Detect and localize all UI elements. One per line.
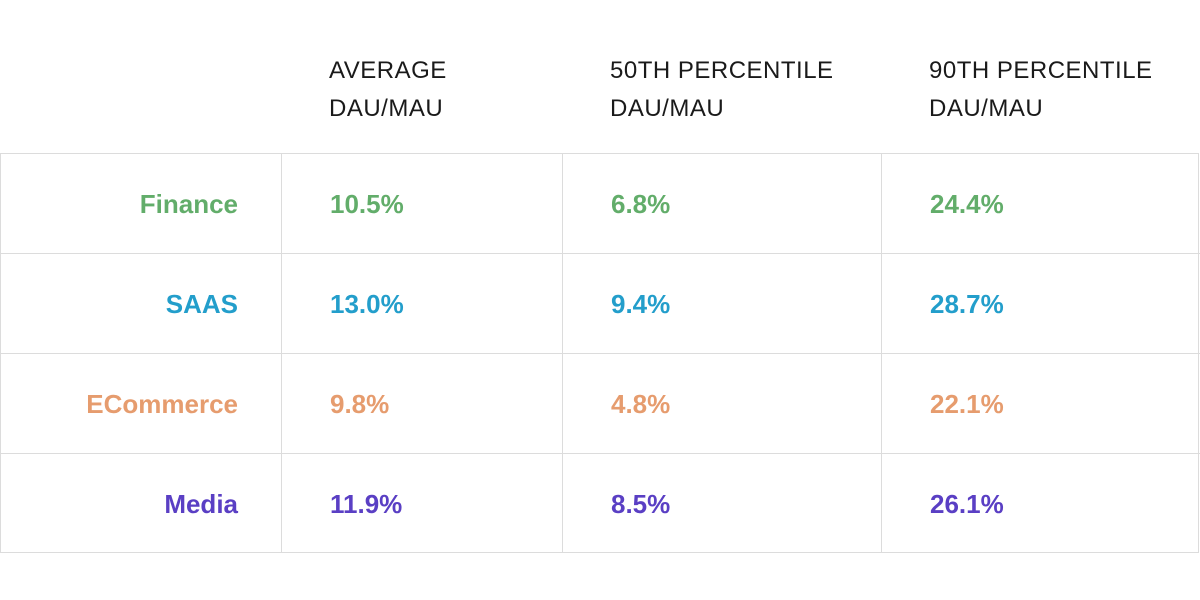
column-header-line: 90TH PERCENTILE: [929, 57, 1153, 84]
row-label: Media: [164, 489, 238, 519]
row-label: SAAS: [165, 289, 238, 319]
row-label: ECommerce: [86, 389, 238, 419]
table-row-finance: Finance 10.5% 6.8% 24.4%: [1, 154, 1200, 254]
cell-50th-percentile: 8.5%: [611, 489, 671, 519]
cell-90th-percentile: 22.1%: [930, 389, 1004, 419]
column-header-line: DAU/MAU: [929, 95, 1044, 122]
column-header-line: AVERAGE: [329, 57, 447, 84]
cell-50th-percentile: 4.8%: [611, 389, 671, 419]
cell-90th-percentile: 24.4%: [930, 189, 1004, 219]
column-header-line: 50TH PERCENTILE: [610, 57, 834, 84]
table-row-saas: SAAS 13.0% 9.4% 28.7%: [1, 254, 1200, 354]
table-row-media: Media 11.9% 8.5% 26.1%: [1, 454, 1200, 554]
cell-average: 11.9%: [330, 489, 403, 519]
row-label: Finance: [139, 189, 238, 219]
cell-90th-percentile: 28.7%: [930, 289, 1004, 319]
cell-average: 9.8%: [330, 389, 390, 419]
cell-50th-percentile: 6.8%: [611, 189, 671, 219]
cell-average: 10.5%: [330, 189, 404, 219]
column-header-50th-percentile: 50TH PERCENTILE DAU/MAU: [610, 52, 834, 128]
column-header-line: DAU/MAU: [610, 95, 725, 122]
cell-average: 13.0%: [330, 289, 404, 319]
column-header-90th-percentile: 90TH PERCENTILE DAU/MAU: [929, 52, 1153, 128]
column-header-line: DAU/MAU: [329, 95, 444, 122]
table-row-ecommerce: ECommerce 9.8% 4.8% 22.1%: [1, 354, 1200, 454]
table-grid: Finance 10.5% 6.8% 24.4% SAAS 13.0% 9.4%…: [0, 153, 1200, 554]
column-header-average: AVERAGE DAU/MAU: [329, 52, 447, 128]
cell-90th-percentile: 26.1%: [930, 489, 1004, 519]
cell-50th-percentile: 9.4%: [611, 289, 671, 319]
